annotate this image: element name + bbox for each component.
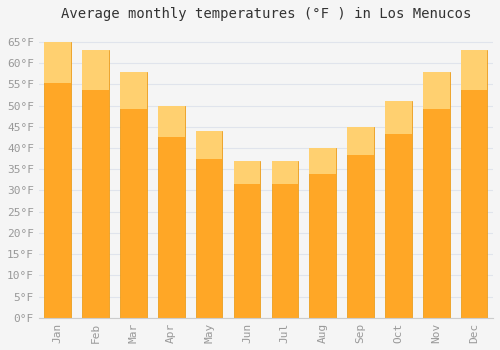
Title: Average monthly temperatures (°F ) in Los Menucos: Average monthly temperatures (°F ) in Lo…	[60, 7, 471, 21]
Bar	[82, 50, 109, 90]
Bar	[234, 161, 260, 184]
Bar	[423, 71, 450, 318]
Bar	[310, 148, 336, 174]
Bar	[196, 131, 222, 318]
Bar	[158, 106, 184, 138]
Bar	[310, 148, 336, 318]
Bar	[348, 127, 374, 318]
Bar	[461, 50, 487, 318]
Bar	[82, 50, 109, 318]
Bar	[385, 101, 411, 134]
Bar	[196, 131, 222, 159]
Bar	[348, 127, 374, 155]
Bar	[120, 71, 146, 318]
Bar	[461, 50, 487, 90]
Bar	[158, 106, 184, 318]
Bar	[423, 71, 450, 108]
Bar	[272, 161, 298, 318]
Bar	[385, 101, 411, 318]
Bar	[234, 161, 260, 318]
Bar	[120, 71, 146, 108]
Bar	[44, 42, 71, 83]
Bar	[44, 42, 71, 318]
Bar	[272, 161, 298, 184]
